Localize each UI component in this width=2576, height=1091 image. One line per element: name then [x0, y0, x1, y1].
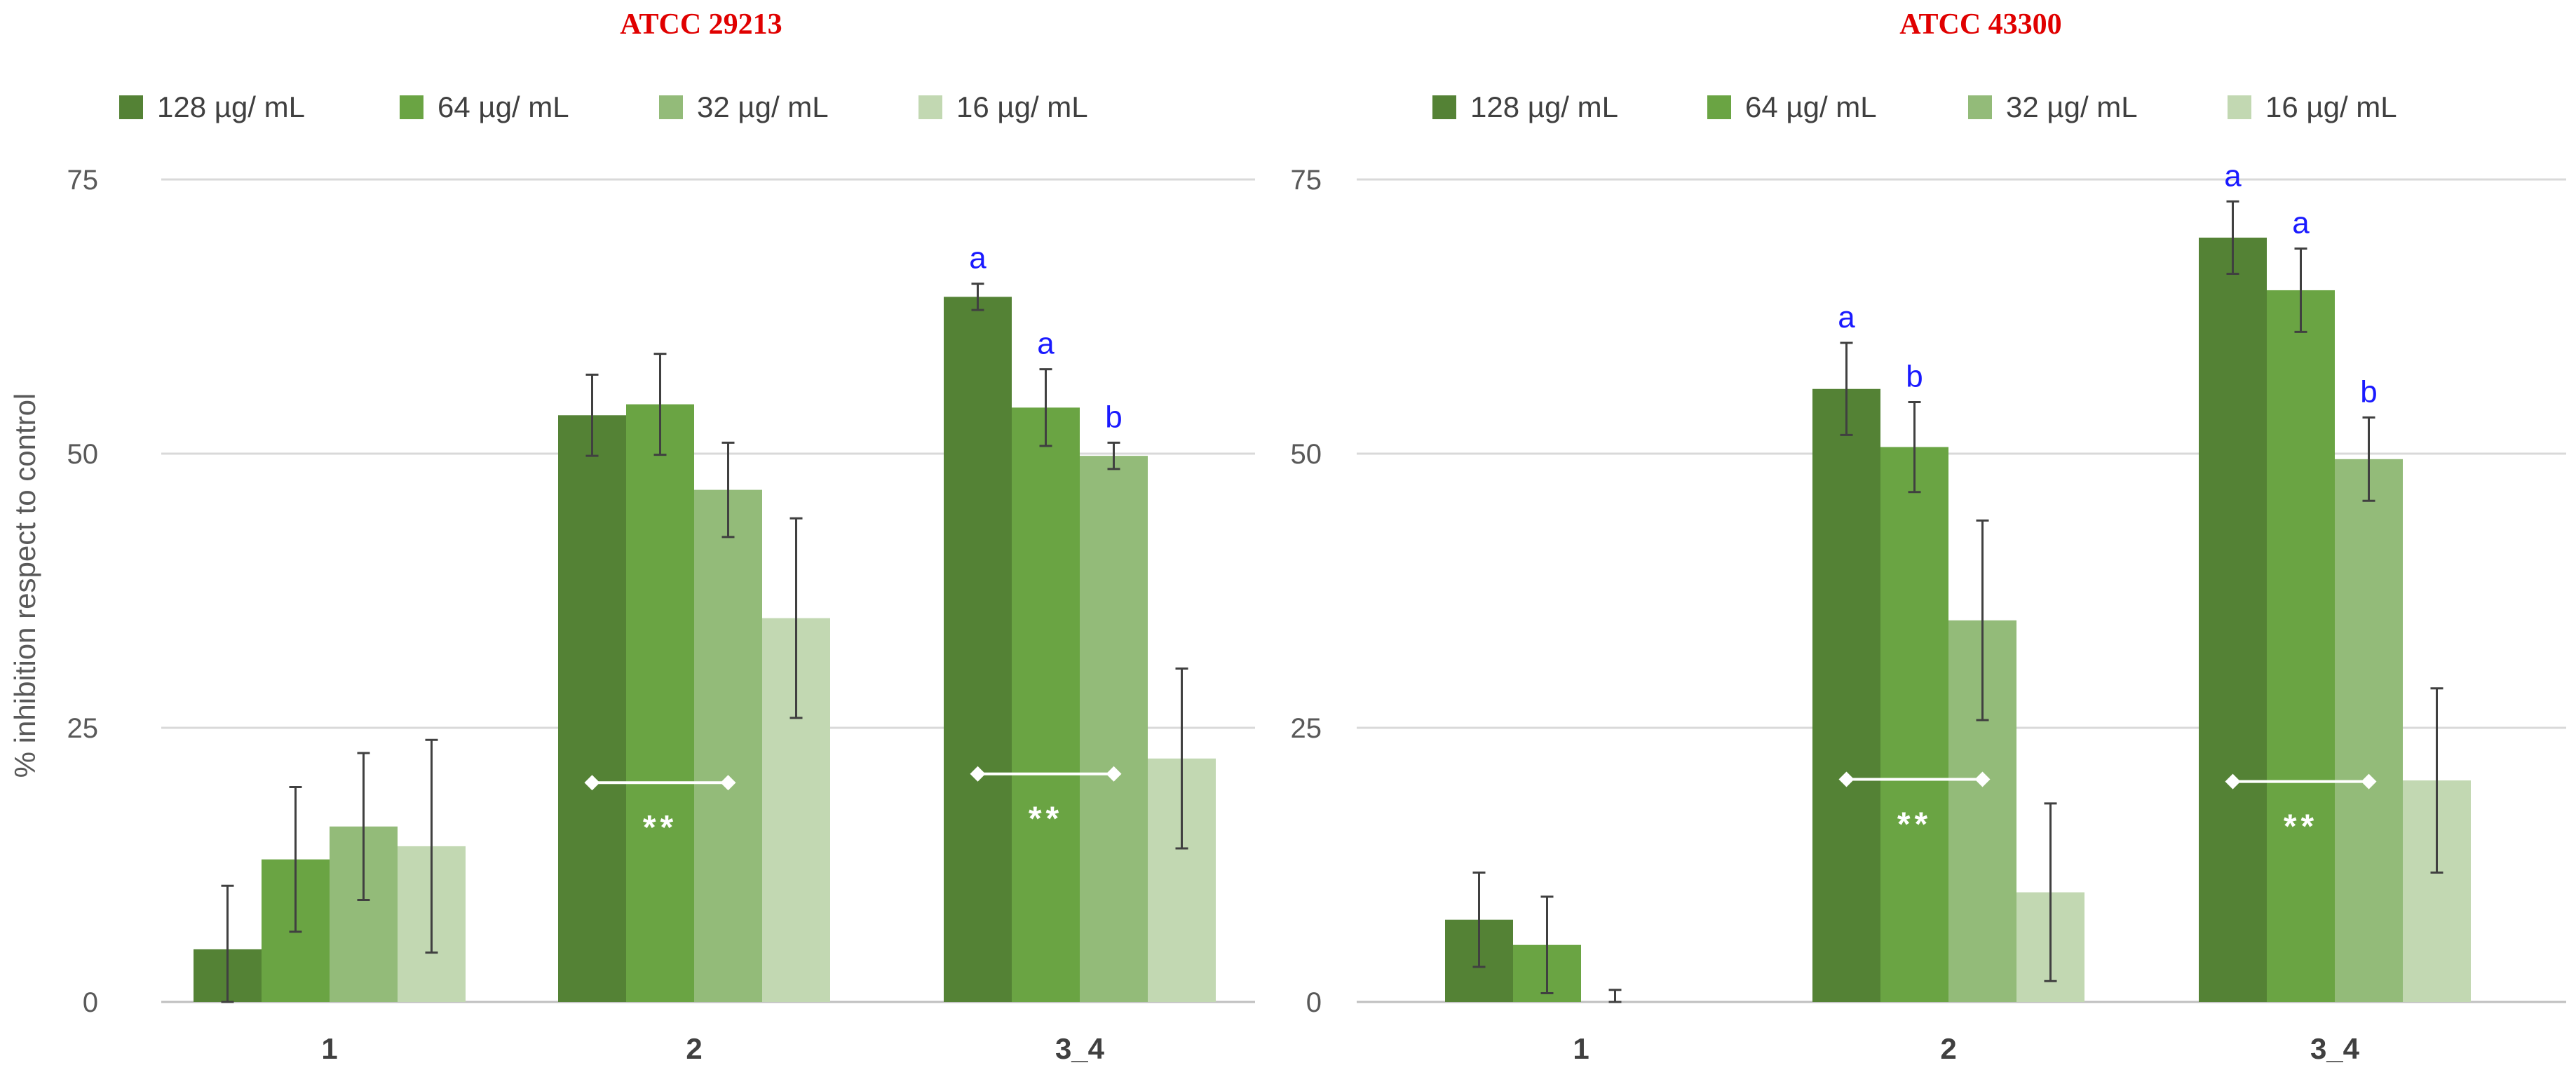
panel-2-legend-label-4: 16 µg/ mL — [2265, 90, 2397, 123]
panel-1-y-tick-label: 50 — [67, 439, 99, 470]
panel-2-legend-label-1: 128 µg/ mL — [1470, 90, 1618, 123]
panel-1-bar-cat-3_4-series-2 — [1012, 407, 1080, 1002]
panel-2-significance-letter-3_4-2: a — [2292, 206, 2310, 240]
panel-1-annotation-diamond-2-2 — [720, 775, 736, 791]
panel-2-y-tick-label: 50 — [1291, 439, 1322, 470]
panel-1-significance-letter-3_4-1: a — [969, 241, 987, 276]
panel-1-bar-cat-2-series-1 — [558, 415, 626, 1002]
panel-1-annotation-diamond-3_4-2 — [1106, 766, 1122, 782]
panel-2-annotation-diamond-2-1 — [1838, 771, 1855, 787]
panel-2-annotation-diamond-3_4-2 — [2361, 773, 2377, 790]
panel-2-significance-letter-3_4-3: b — [2360, 374, 2377, 409]
panel-1-chart-title: ATCC 29213 — [620, 8, 782, 41]
panel-1-bar-cat-3_4-series-1 — [944, 297, 1012, 1002]
panel-1-annotation-diamond-3_4-1 — [970, 766, 986, 782]
panel-1-y-tick-label: 25 — [67, 713, 99, 744]
panel-2-y-tick-label: 25 — [1291, 713, 1322, 744]
panel-2-bar-cat-2-series-1 — [1812, 388, 1880, 1002]
panel-1-significance-letter-3_4-2: a — [1037, 327, 1055, 361]
panel-2-annotation-stars-2: ** — [1897, 806, 1932, 843]
panel-2-annotation-diamond-3_4-1 — [2225, 773, 2241, 790]
panel-1-category-label-1: 1 — [321, 1032, 337, 1065]
panel-1-significance-letter-3_4-3: b — [1105, 400, 1122, 434]
panel-1-legend-label-3: 32 µg/ mL — [697, 90, 829, 123]
panel-2-chart-title: ATCC 43300 — [1899, 8, 2061, 41]
panel-1-legend-label-4: 16 µg/ mL — [956, 90, 1088, 123]
panel-2-bar-cat-2-series-2 — [1880, 447, 1948, 1002]
panel-1-category-label-2: 2 — [686, 1032, 702, 1065]
panel-2-bar-cat-3_4-series-1 — [2199, 237, 2267, 1003]
panel-1-legend-swatch-1 — [119, 95, 143, 119]
panel-2-legend-label-2: 64 µg/ mL — [1745, 90, 1877, 123]
panel-2-legend-swatch-4 — [2228, 95, 2251, 119]
panel-1-bar-cat-2-series-2 — [626, 404, 694, 1002]
panel-2-significance-letter-2-1: a — [1838, 300, 1855, 334]
panel-2-bar-cat-3_4-series-3 — [2335, 459, 2403, 1002]
panel-1-y-tick-label: 0 — [83, 987, 98, 1018]
panel-2-significance-letter-3_4-1: a — [2224, 158, 2242, 193]
panel-1-y-tick-label: 75 — [67, 165, 99, 196]
panel-1-legend-label-1: 128 µg/ mL — [157, 90, 305, 123]
panel-2-significance-letter-2-2: b — [1906, 359, 1923, 393]
panel-1-legend-label-2: 64 µg/ mL — [438, 90, 569, 123]
panel-1-annotation-stars-3_4: ** — [1029, 801, 1063, 838]
panel-2-annotation-stars-3_4: ** — [2284, 808, 2318, 846]
panel-1-annotation-diamond-2-1 — [584, 775, 600, 791]
panel-1-legend-swatch-3 — [659, 95, 683, 119]
panel-2-annotation-diamond-2-2 — [1974, 771, 1991, 787]
panel-1-annotation-stars-2: ** — [643, 809, 677, 846]
panel-2-legend-swatch-2 — [1707, 95, 1731, 119]
panel-1-legend-swatch-2 — [400, 95, 423, 119]
panel-2-bar-cat-3_4-series-2 — [2267, 290, 2335, 1002]
panel-1-legend-swatch-4 — [918, 95, 942, 119]
panel-2-category-label-1: 1 — [1573, 1032, 1589, 1065]
panel-2-y-tick-label: 75 — [1291, 165, 1322, 196]
panel-2-category-label-2: 2 — [1940, 1032, 1956, 1065]
panel-1-category-label-3_4: 3_4 — [1055, 1032, 1105, 1065]
panel-2-y-tick-label: 0 — [1306, 987, 1322, 1018]
panel-2-legend-swatch-1 — [1432, 95, 1456, 119]
panel-2-legend-swatch-3 — [1968, 95, 1992, 119]
y-axis-title: % inhibition respect to control — [8, 393, 41, 778]
panel-1-bar-cat-3_4-series-3 — [1080, 456, 1148, 1002]
panel-2-category-label-3_4: 3_4 — [2310, 1032, 2360, 1065]
panel-1-bar-cat-2-series-3 — [694, 489, 762, 1002]
panel-2-legend-label-3: 32 µg/ mL — [2006, 90, 2138, 123]
